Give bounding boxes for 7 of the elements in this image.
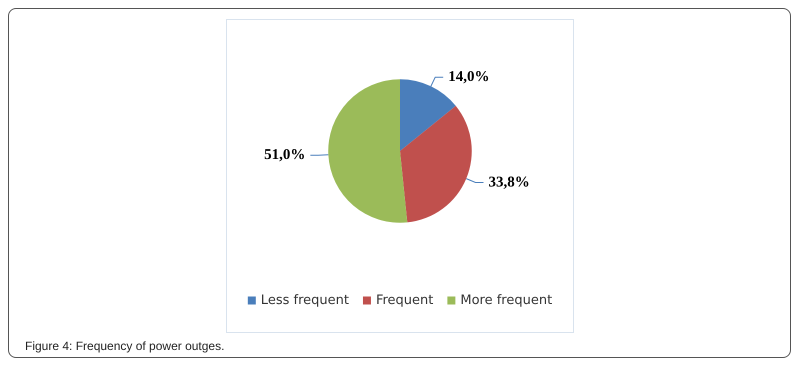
legend-label: More frequent (460, 293, 552, 308)
legend-label: Frequent (376, 293, 434, 308)
legend-label: Less frequent (260, 293, 349, 308)
caption: Figure 4: Frequency of power outges. (25, 339, 224, 353)
data-label: 33,8% (488, 174, 530, 190)
data-label: 14,0% (448, 69, 490, 86)
data-label: 51,0% (264, 147, 306, 164)
